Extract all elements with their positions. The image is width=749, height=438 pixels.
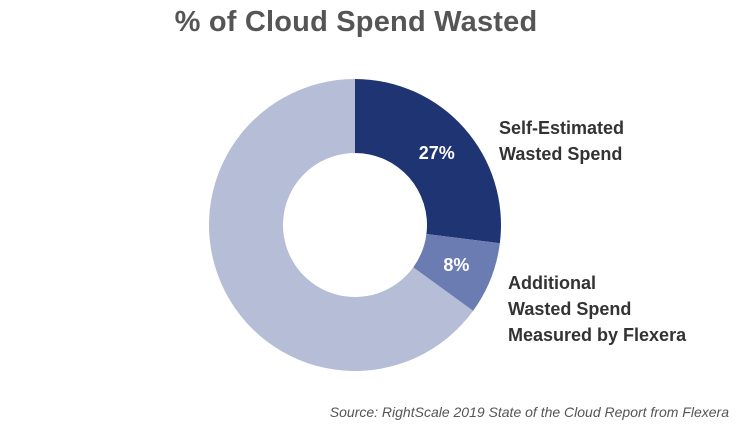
source-note: Source: RightScale 2019 State of the Clo…	[329, 404, 729, 420]
slice-value-label-additional: 8%	[443, 255, 469, 275]
legend-self-estimated-line-2: Wasted Spend	[499, 144, 623, 164]
legend-self-estimated: Self-Estimated Wasted Spend	[499, 115, 624, 167]
legend-additional: Additional Wasted Spend Measured by Flex…	[508, 270, 686, 348]
slice-additional	[413, 234, 500, 311]
slice-remaining	[208, 79, 474, 372]
slice-value-label-self-estimated: 27%	[419, 143, 455, 163]
legend-additional-line-1: Additional	[508, 273, 596, 293]
slice-self-estimated	[355, 79, 501, 244]
chart-title: % of Cloud Spend Wasted	[174, 6, 538, 38]
legend-additional-line-2: Wasted Spend	[508, 299, 632, 319]
legend-additional-line-3: Measured by Flexera	[508, 325, 687, 345]
legend-self-estimated-line-1: Self-Estimated	[499, 118, 625, 138]
